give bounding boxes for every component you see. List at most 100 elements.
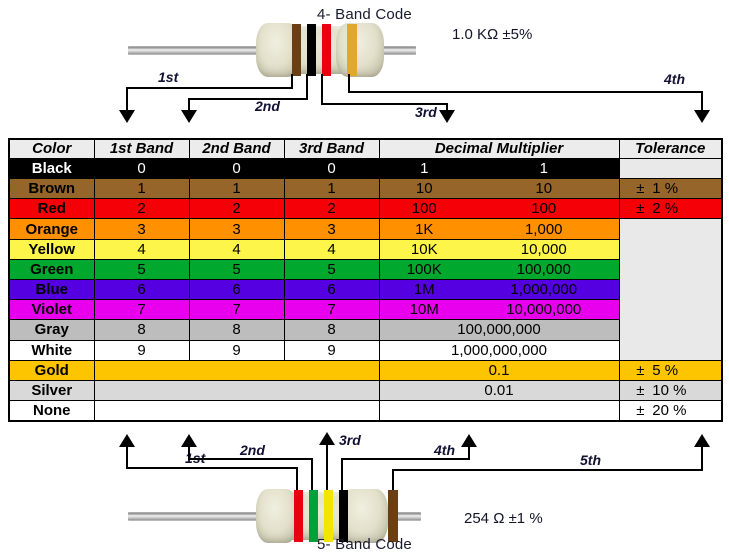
cell-multiplier-short: 10K <box>378 238 469 260</box>
table-row: Black 0 0 0 1 1 <box>8 157 723 180</box>
cell-tolerance: ±5 % <box>618 359 723 381</box>
resistor-bulge-right <box>336 23 384 77</box>
b-band-3-yellow <box>324 490 333 542</box>
b-pointer-4th-vert-b <box>468 446 470 459</box>
pointer-4th-vert-b <box>701 91 703 111</box>
pointer-2nd-vert-b <box>188 98 190 111</box>
cell-color-name: Blue <box>8 279 95 301</box>
b-resistor-bulge-right <box>340 489 388 543</box>
cell-band-3: 3 <box>283 218 380 240</box>
cell-multiplier-long: 10 <box>469 178 620 200</box>
plus-minus-icon: ± <box>636 180 645 198</box>
pointer-2nd-label: 2nd <box>255 98 280 114</box>
cell-band-1: 6 <box>93 279 190 301</box>
cell-color-name: Silver <box>8 379 95 402</box>
four-band-resistor <box>128 23 416 77</box>
b-pointer-3rd-arrow <box>319 432 335 445</box>
cell-band-2: 9 <box>188 339 285 361</box>
b-pointer-2nd-horz <box>188 458 313 460</box>
table-row: Yellow 4 4 4 10K 10,000 <box>8 238 722 260</box>
cell-tolerance-empty <box>618 157 723 180</box>
cell-band-1: 7 <box>93 299 190 321</box>
cell-band-3: 9 <box>283 339 380 361</box>
pointer-4th-vert-a <box>348 74 350 92</box>
b-band-4-black <box>339 490 348 542</box>
cell-band-3: 5 <box>283 258 380 281</box>
b-resistor-lead-left <box>128 512 273 521</box>
cell-multiplier-long: 100,000 <box>469 258 620 281</box>
cell-multiplier-long: 1,000,000 <box>469 279 620 301</box>
table-row: Gold 0.1 ±5 % <box>8 359 723 381</box>
cell-multiplier-long <box>378 400 620 422</box>
cell-multiplier-short: 1K <box>378 218 469 240</box>
resistor-color-code-table: Color 1st Band 2nd Band 3rd Band Decimal… <box>8 138 723 422</box>
band-1-brown <box>292 24 301 76</box>
cell-multiplier-long: 1,000 <box>469 218 620 240</box>
cell-band-3: 6 <box>283 279 380 301</box>
b-pointer-5th-horz <box>392 469 703 471</box>
pointer-2nd-arrow <box>181 110 197 123</box>
tolerance-value: 10 % <box>652 382 687 400</box>
b-pointer-3rd-vert <box>326 444 328 493</box>
cell-multiplier-long: 1 <box>469 157 620 180</box>
b-pointer-4th-vert-a <box>341 458 343 493</box>
five-band-resistor <box>128 489 421 543</box>
plus-minus-icon: ± <box>636 361 645 379</box>
pointer-2nd-horz <box>188 98 308 100</box>
cell-color-name: Violet <box>8 299 95 321</box>
pointer-1st-horz <box>126 87 293 89</box>
cell-band-3: 7 <box>283 299 380 321</box>
b-pointer-4th-label: 4th <box>434 442 455 458</box>
plus-minus-icon: ± <box>636 382 645 400</box>
b-pointer-1st-vert-a <box>296 467 298 493</box>
header-band-2: 2nd Band <box>188 138 285 159</box>
cell-multiplier-long: 0.1 <box>378 359 620 381</box>
four-band-value: 1.0 KΩ ±5% <box>452 26 533 43</box>
pointer-1st-vert-a <box>291 74 293 88</box>
cell-tolerance: ±2 % <box>618 198 723 220</box>
cell-tolerance: ±1 % <box>618 178 723 200</box>
cell-band-2: 8 <box>188 319 285 341</box>
cell-band-1: 3 <box>93 218 190 240</box>
b-band-1-red <box>294 490 303 542</box>
cell-multiplier-short: 10M <box>378 299 469 321</box>
cell-multiplier-long: 10,000,000 <box>469 299 620 321</box>
cell-band-2: 5 <box>188 258 285 281</box>
cell-multiplier-short: 100K <box>378 258 469 281</box>
cell-multiplier-short: 1 <box>378 157 469 180</box>
cell-band-2: 0 <box>188 157 285 180</box>
cell-band-2: 4 <box>188 238 285 260</box>
b-resistor-bulge-left <box>256 489 298 543</box>
cell-band-digits-empty <box>93 400 380 422</box>
tolerance-value: 20 % <box>652 402 687 420</box>
b-pointer-1st-horz <box>126 467 298 469</box>
header-color: Color <box>8 138 95 159</box>
cell-color-name: White <box>8 339 95 361</box>
header-decimal-multiplier: Decimal Multiplier <box>378 138 620 159</box>
cell-color-name: Yellow <box>8 238 95 260</box>
table-row: Brown 1 1 1 10 10 ±1 % <box>8 178 723 200</box>
cell-band-1: 2 <box>93 198 190 220</box>
pointer-3rd-label: 3rd <box>415 104 437 120</box>
cell-multiplier-short: 10 <box>378 178 469 200</box>
b-pointer-4th-horz <box>341 458 470 460</box>
cell-multiplier-long: 10,000 <box>469 238 620 260</box>
cell-band-2: 1 <box>188 178 285 200</box>
cell-multiplier-long: 100,000,000 <box>378 319 620 341</box>
header-tolerance: Tolerance <box>618 138 723 159</box>
b-pointer-2nd-vert-b <box>188 446 190 459</box>
b-pointer-3rd-label: 3rd <box>339 432 361 448</box>
pointer-4th-label: 4th <box>664 71 685 87</box>
b-pointer-5th-arrow <box>694 434 710 447</box>
cell-color-name: Green <box>8 258 95 281</box>
cell-color-name: Gold <box>8 359 95 381</box>
pointer-1st-arrow <box>119 110 135 123</box>
cell-band-3: 8 <box>283 319 380 341</box>
tolerance-value: 5 % <box>652 361 679 379</box>
cell-color-name: Red <box>8 198 95 220</box>
cell-band-2: 7 <box>188 299 285 321</box>
b-pointer-5th-label: 5th <box>580 452 601 468</box>
table-header-row: Color 1st Band 2nd Band 3rd Band Decimal… <box>8 138 723 159</box>
table-row: White 9 9 9 1,000,000,000 <box>8 339 722 361</box>
